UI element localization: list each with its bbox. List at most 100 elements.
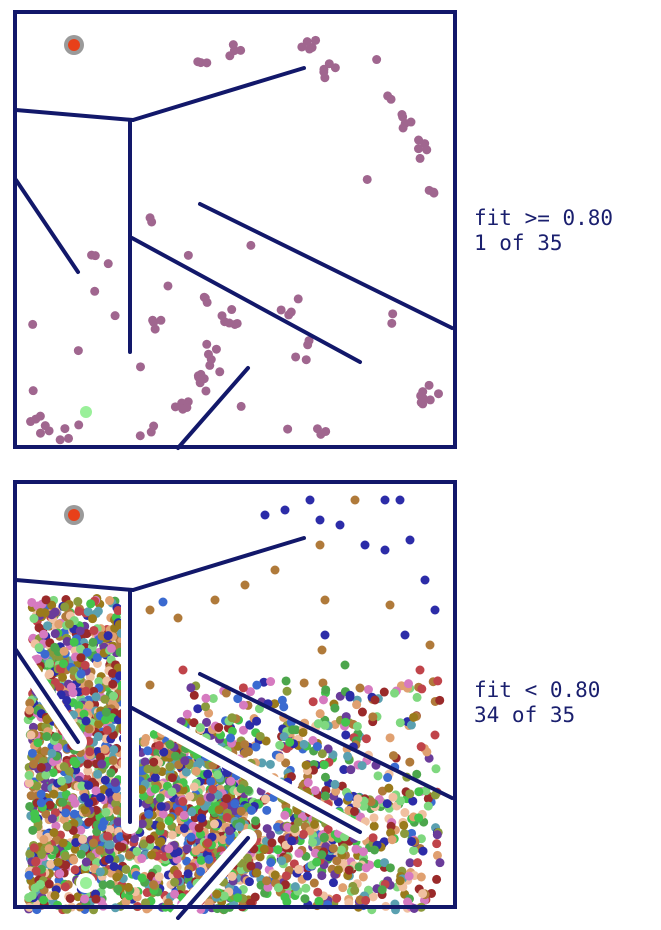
- trajectory-dot: [164, 816, 174, 826]
- trajectory-dot: [73, 346, 83, 356]
- trajectory-dot: [283, 424, 293, 434]
- trajectory-dot: [432, 874, 442, 884]
- trajectory-dot: [281, 871, 291, 881]
- trajectory-dot: [88, 637, 98, 647]
- trajectory-dot: [357, 761, 367, 771]
- trajectory-dot: [301, 355, 311, 365]
- trajectory-dot: [423, 801, 433, 811]
- trajectory-dot: [210, 595, 220, 605]
- trajectory-dot: [200, 293, 210, 303]
- trajectory-dot: [406, 117, 416, 127]
- trajectory-dot: [113, 663, 123, 673]
- trajectory-dot: [341, 717, 351, 727]
- trajectory-dot: [294, 864, 304, 874]
- trajectory-dot: [100, 775, 110, 785]
- trajectory-dot: [100, 744, 110, 754]
- trajectory-dot: [35, 879, 45, 889]
- trajectory-dot: [414, 787, 424, 797]
- trajectory-dot: [418, 846, 428, 856]
- trajectory-dot: [321, 426, 331, 436]
- trajectory-dot: [385, 863, 395, 873]
- maze-wall: [131, 66, 306, 122]
- trajectory-dot: [150, 784, 160, 794]
- trajectory-dot: [148, 315, 158, 325]
- trajectory-dot: [185, 791, 195, 801]
- trajectory-dot: [433, 389, 443, 399]
- trajectory-dot: [84, 679, 94, 689]
- trajectory-dot: [84, 780, 94, 790]
- trajectory-dot: [83, 607, 93, 617]
- trajectory-dot: [353, 794, 363, 804]
- trajectory-dot: [115, 832, 125, 842]
- trajectory-dot: [60, 882, 70, 892]
- trajectory-dot: [406, 720, 416, 730]
- trajectory-dot: [330, 703, 340, 713]
- trajectory-dot: [320, 630, 330, 640]
- trajectory-dot: [370, 845, 380, 855]
- trajectory-dot: [301, 760, 311, 770]
- trajectory-dot: [82, 647, 92, 657]
- trajectory-dot: [349, 806, 359, 816]
- trajectory-dot: [320, 791, 330, 801]
- trajectory-dot: [105, 596, 115, 606]
- trajectory-dot: [181, 767, 191, 777]
- trajectory-dot: [94, 719, 104, 729]
- trajectory-dot: [262, 805, 272, 815]
- trajectory-dot: [416, 872, 426, 882]
- trajectory-dot: [143, 746, 153, 756]
- trajectory-dot: [418, 889, 428, 899]
- trajectory-dot: [280, 505, 290, 515]
- trajectory-dot: [96, 792, 106, 802]
- trajectory-dot: [405, 535, 415, 545]
- trajectory-dot: [413, 858, 423, 868]
- trajectory-dot: [110, 777, 120, 787]
- trajectory-dot: [304, 44, 314, 54]
- trajectory-dot: [98, 880, 108, 890]
- trajectory-dot: [28, 386, 38, 396]
- trajectory-dot: [328, 843, 338, 853]
- trajectory-dot: [412, 692, 422, 702]
- trajectory-dot: [91, 786, 101, 796]
- trajectory-dot: [432, 839, 442, 849]
- trajectory-dot: [415, 153, 425, 163]
- trajectory-dot: [350, 495, 360, 505]
- maze-wall: [176, 836, 250, 920]
- trajectory-dot: [222, 812, 232, 822]
- trajectory-dot: [35, 428, 45, 438]
- trajectory-dot: [93, 606, 103, 616]
- trajectory-dot: [273, 822, 283, 832]
- trajectory-dot: [55, 682, 65, 692]
- trajectory-dot: [103, 259, 113, 269]
- trajectory-dot: [227, 871, 237, 881]
- trajectory-dot: [386, 821, 396, 831]
- trajectory-dot: [370, 695, 380, 705]
- trajectory-dot: [39, 895, 49, 905]
- trajectory-dots: [7, 495, 445, 920]
- trajectory-dot: [430, 730, 440, 740]
- trajectory-dot: [275, 752, 285, 762]
- trajectory-dot: [314, 896, 324, 906]
- trajectory-dot: [206, 355, 216, 365]
- trajectory-dot: [45, 669, 55, 679]
- trajectory-dot: [369, 813, 379, 823]
- trajectory-dot: [280, 892, 290, 902]
- trajectory-dot: [146, 427, 156, 437]
- trajectory-dot: [57, 776, 67, 786]
- trajectory-dot: [70, 798, 80, 808]
- trajectory-dot: [244, 747, 254, 757]
- trajectory-dot: [279, 732, 289, 742]
- trajectory-dot: [69, 637, 79, 647]
- trajectory-dot: [345, 692, 355, 702]
- trajectory-dot: [315, 515, 325, 525]
- trajectory-dot: [298, 727, 308, 737]
- trajectory-dot: [154, 740, 164, 750]
- trajectory-dot: [104, 854, 114, 864]
- trajectory-dot: [91, 692, 101, 702]
- trajectory-dot: [297, 42, 307, 52]
- trajectory-dot: [388, 309, 398, 319]
- trajectory-dot: [76, 825, 86, 835]
- trajectory-dot: [299, 739, 309, 749]
- trajectory-dot: [194, 823, 204, 833]
- trajectory-dot: [170, 402, 180, 412]
- trajectory-dot: [421, 786, 431, 796]
